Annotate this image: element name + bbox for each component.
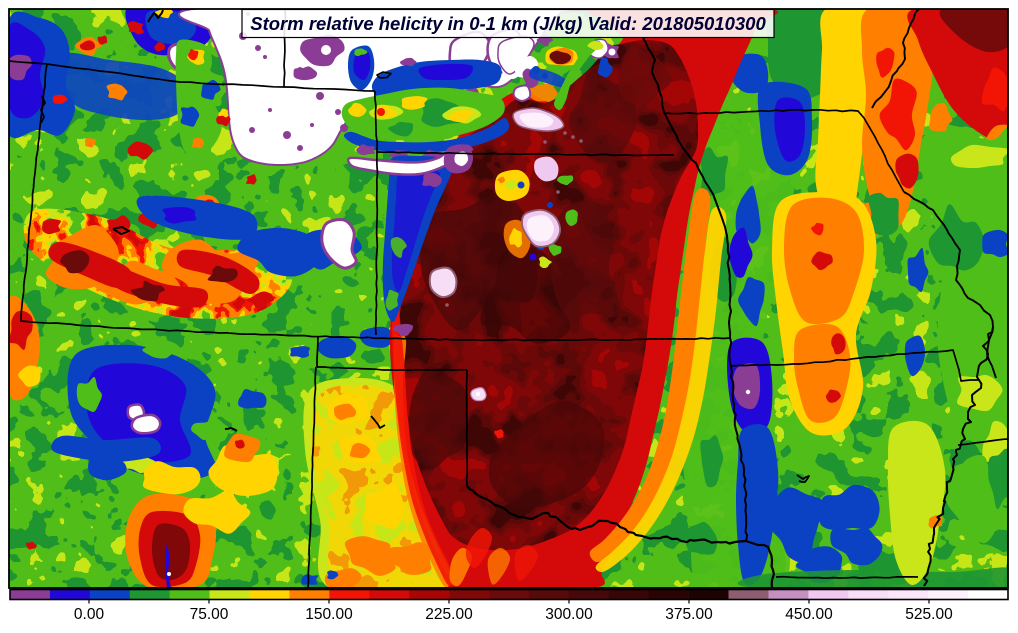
svg-text:75.00: 75.00 bbox=[190, 606, 229, 623]
svg-text:450.00: 450.00 bbox=[785, 606, 833, 623]
svg-text:300.00: 300.00 bbox=[545, 606, 593, 623]
svg-text:0.00: 0.00 bbox=[74, 606, 105, 623]
svg-text:525.00: 525.00 bbox=[905, 606, 953, 623]
svg-text:Storm relative helicity in 0-1: Storm relative helicity in 0-1 km (J/kg)… bbox=[250, 13, 766, 34]
svg-text:150.00: 150.00 bbox=[305, 606, 353, 623]
svg-text:375.00: 375.00 bbox=[665, 606, 713, 623]
svg-text:225.00: 225.00 bbox=[425, 606, 473, 623]
